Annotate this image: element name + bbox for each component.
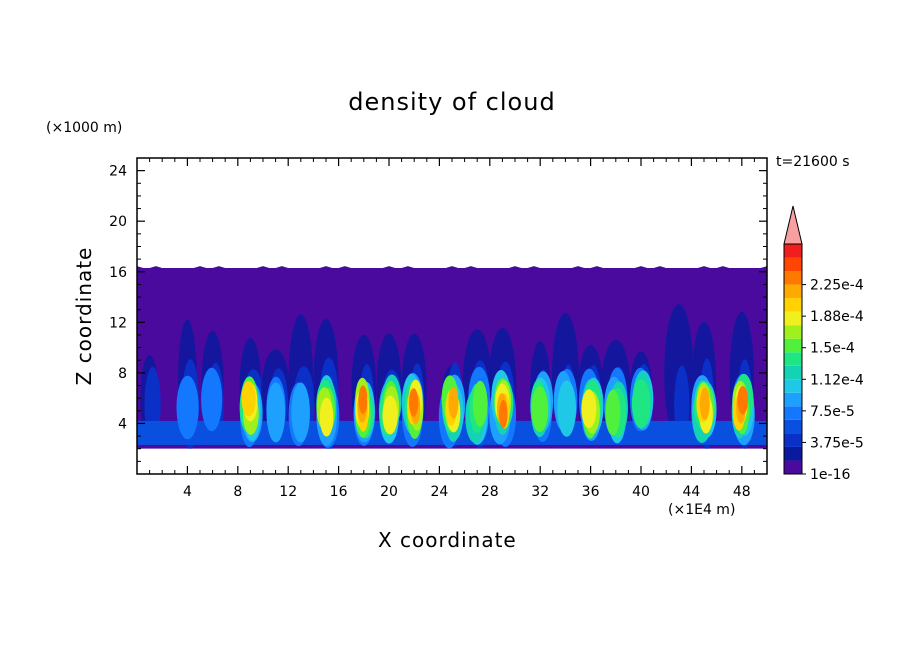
x-tick-label: 32 (531, 484, 549, 500)
x-tick-label: 12 (279, 484, 297, 500)
z-unit-label: (×1000 m) (46, 120, 123, 136)
x-axis-label: X coordinate (378, 528, 517, 552)
contour-blob (631, 379, 651, 429)
x-tick-label: 48 (733, 484, 751, 500)
x-tick-label: 24 (430, 484, 448, 500)
contour-blob (448, 386, 459, 419)
x-tick-label: 36 (582, 484, 600, 500)
y-tick-label: 4 (118, 416, 127, 432)
colorbar-segment (784, 419, 802, 434)
y-tick-label: 24 (109, 164, 127, 180)
x-tick-label: 28 (481, 484, 499, 500)
x-tick-label: 20 (380, 484, 398, 500)
x-unit-label: (×1E4 m) (668, 502, 736, 518)
colorbar-segment (784, 311, 802, 326)
clear-air (137, 448, 767, 474)
chart-title: density of cloud (348, 88, 556, 116)
y-tick-label: 16 (109, 265, 127, 281)
contour-blob (409, 388, 419, 417)
y-tick-label: 8 (118, 366, 127, 382)
colorbar-segment (784, 284, 802, 299)
contour-blob (176, 375, 199, 440)
contour-blob (699, 387, 710, 420)
contour-blob (531, 386, 549, 433)
contour-blob (499, 399, 508, 429)
colorbar-segment (784, 298, 802, 312)
colorbar-level-label: 7.5e-5 (810, 404, 855, 420)
time-label: t=21600 s (776, 154, 850, 170)
colorbar-segment (784, 244, 802, 258)
x-tick-label: 16 (330, 484, 348, 500)
contour-blob (291, 382, 310, 443)
colorbar-level-label: 1e-16 (810, 467, 850, 483)
contour-blob (319, 397, 334, 437)
contour-blob (241, 380, 256, 417)
y-tick-label: 12 (109, 315, 127, 331)
colorbar-segment (784, 406, 802, 420)
y-tick-label: 20 (109, 214, 127, 230)
colorbar-segment (784, 271, 802, 285)
colorbar-segment (784, 446, 802, 461)
contour-blob (382, 395, 398, 435)
colorbar-level-label: 2.25e-4 (810, 278, 864, 294)
x-tick-label: 44 (682, 484, 700, 500)
colorbar-extend-arrow (783, 205, 803, 245)
contour-blob (472, 380, 488, 427)
colorbar-segment (784, 352, 802, 366)
colorbar: 1e-16 3.75e-5 7.5e-5 1.12e-4 1.5e-4 1.88e-4 2.… (783, 205, 864, 483)
colorbar-segment (784, 379, 802, 393)
contour-blob (358, 385, 368, 414)
x-tick-label: 8 (233, 484, 242, 500)
colorbar-segment (784, 257, 802, 272)
colorbar-segment (784, 460, 802, 474)
colorbar-level-label: 3.75e-5 (810, 435, 864, 451)
colorbar-segment (784, 325, 802, 339)
colorbar-level-label: 1.12e-4 (810, 372, 864, 388)
colorbar-segment (784, 433, 802, 447)
contour-blob (737, 385, 748, 415)
contour-field (137, 266, 767, 474)
colorbar-segment (784, 338, 802, 353)
colorbar-level-label: 1.88e-4 (810, 309, 864, 325)
colorbar-segment (784, 392, 802, 407)
x-tick-label: 40 (632, 484, 650, 500)
contour-blob (266, 382, 286, 443)
contour-blob (557, 380, 577, 437)
contour-blob (581, 389, 597, 429)
contour-blob (201, 367, 223, 432)
colorbar-level-label: 1.5e-4 (810, 341, 855, 357)
contour-blob (605, 389, 621, 436)
x-tick-label: 4 (183, 484, 192, 500)
colorbar-segment (784, 365, 802, 380)
